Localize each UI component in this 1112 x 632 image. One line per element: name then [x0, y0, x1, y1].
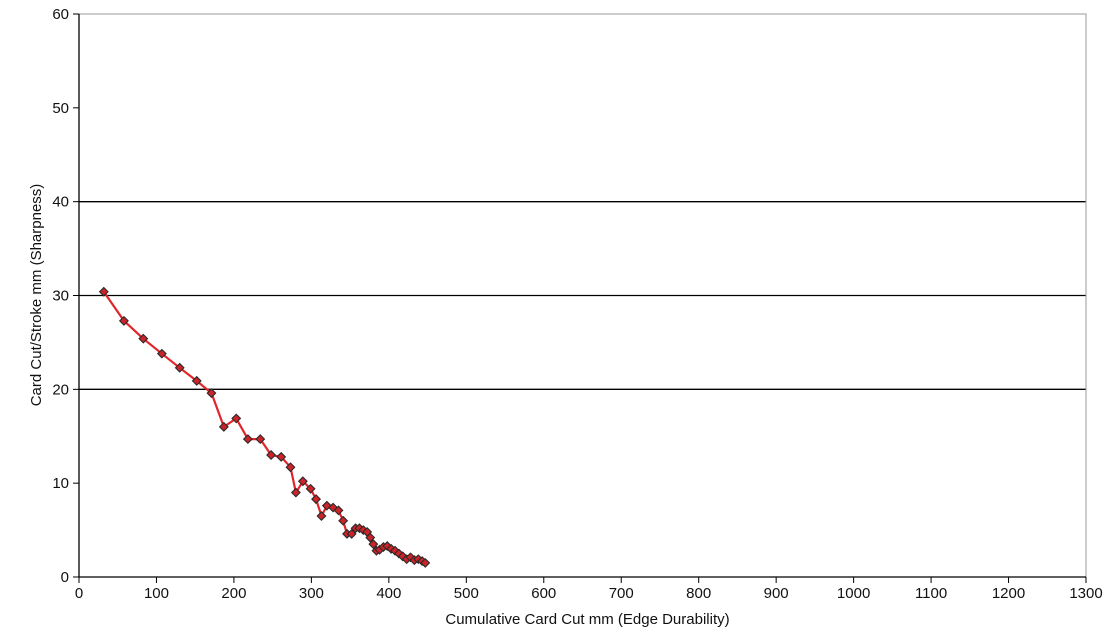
y-tick-label: 40 — [52, 194, 69, 211]
data-point — [338, 515, 349, 526]
y-tick-label: 30 — [52, 288, 69, 305]
x-tick-label: 1100 — [915, 585, 947, 602]
data-point — [174, 362, 185, 373]
x-tick-label: 400 — [376, 585, 401, 602]
data-point — [297, 476, 308, 487]
data-point — [311, 494, 322, 505]
x-tick-label: 1000 — [837, 585, 870, 602]
y-tick-label: 60 — [52, 6, 69, 23]
data-point — [218, 421, 229, 432]
y-axis-title: Card Cut/Stroke mm (Sharpness) — [28, 184, 45, 407]
series-layer — [98, 286, 431, 568]
data-point — [206, 388, 217, 399]
data-point — [266, 450, 277, 460]
data-point — [276, 451, 287, 462]
data-point — [346, 528, 357, 539]
y-tick-label: 10 — [52, 475, 69, 492]
y-tick-label: 0 — [61, 569, 69, 586]
data-point — [242, 434, 253, 445]
x-tick-label: 200 — [221, 585, 246, 602]
data-point — [305, 483, 316, 494]
x-tick-label: 1200 — [992, 585, 1025, 602]
x-tick-label: 700 — [609, 585, 634, 602]
data-point — [368, 539, 379, 550]
data-point — [382, 541, 393, 552]
grid-layer — [79, 201, 1086, 390]
data-point — [255, 434, 266, 445]
series-line — [102, 291, 426, 564]
data-point — [316, 511, 327, 521]
x-tick-label: 300 — [299, 585, 324, 602]
x-axis-title: Cumulative Card Cut mm (Edge Durability) — [445, 611, 729, 628]
x-tick-label: 1300 — [1069, 585, 1102, 602]
x-tick-label: 500 — [454, 585, 479, 602]
x-tick-label: 800 — [686, 585, 711, 602]
data-point — [156, 348, 167, 359]
data-point — [231, 413, 242, 424]
x-tick-label: 100 — [144, 585, 169, 602]
y-tick-label: 20 — [52, 381, 69, 398]
x-tick-label: 0 — [75, 585, 83, 602]
data-point — [365, 532, 376, 543]
data-point — [420, 557, 431, 568]
data-point — [98, 286, 109, 297]
data-point — [285, 462, 296, 473]
y-tick-label: 50 — [52, 100, 69, 117]
data-point — [405, 552, 416, 563]
data-point — [191, 375, 202, 386]
data-point — [118, 315, 129, 326]
data-point — [333, 505, 344, 516]
x-tick-label: 600 — [531, 585, 556, 602]
x-tick-label: 900 — [764, 585, 789, 602]
data-point — [138, 333, 149, 344]
data-point — [290, 487, 301, 498]
